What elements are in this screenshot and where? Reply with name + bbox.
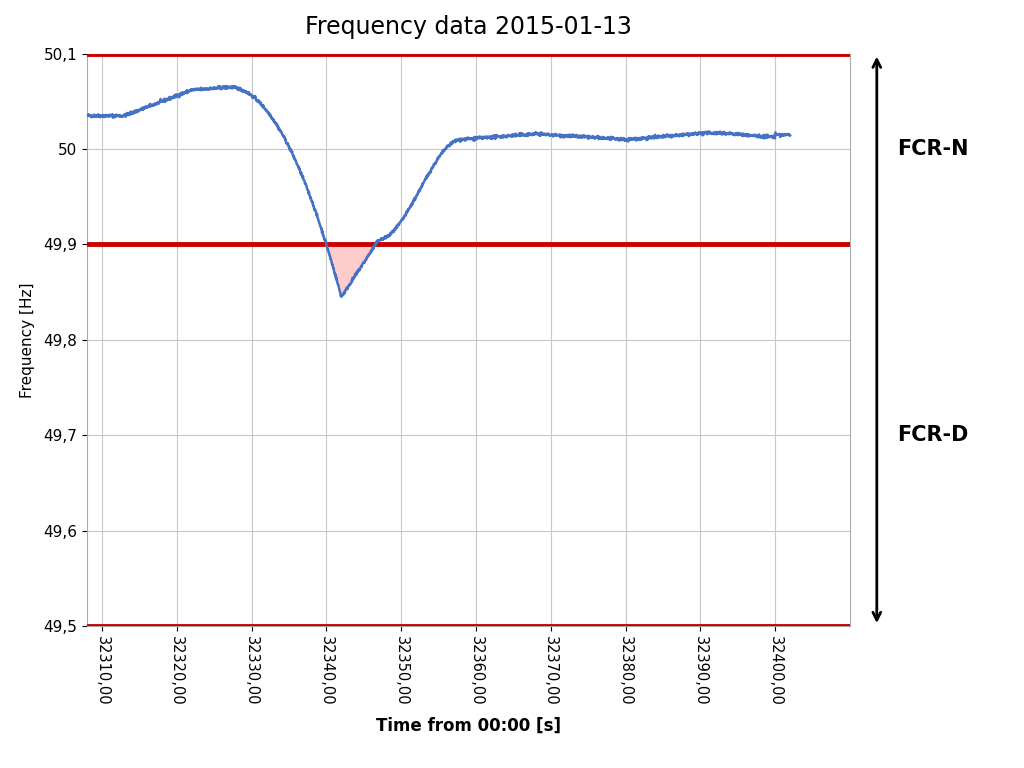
Text: FCR-D: FCR-D [897,425,969,445]
Text: FCR-N: FCR-N [897,139,969,159]
X-axis label: Time from 00:00 [s]: Time from 00:00 [s] [376,717,561,735]
Title: Frequency data 2015-01-13: Frequency data 2015-01-13 [305,15,632,39]
Y-axis label: Frequency [Hz]: Frequency [Hz] [20,282,35,398]
